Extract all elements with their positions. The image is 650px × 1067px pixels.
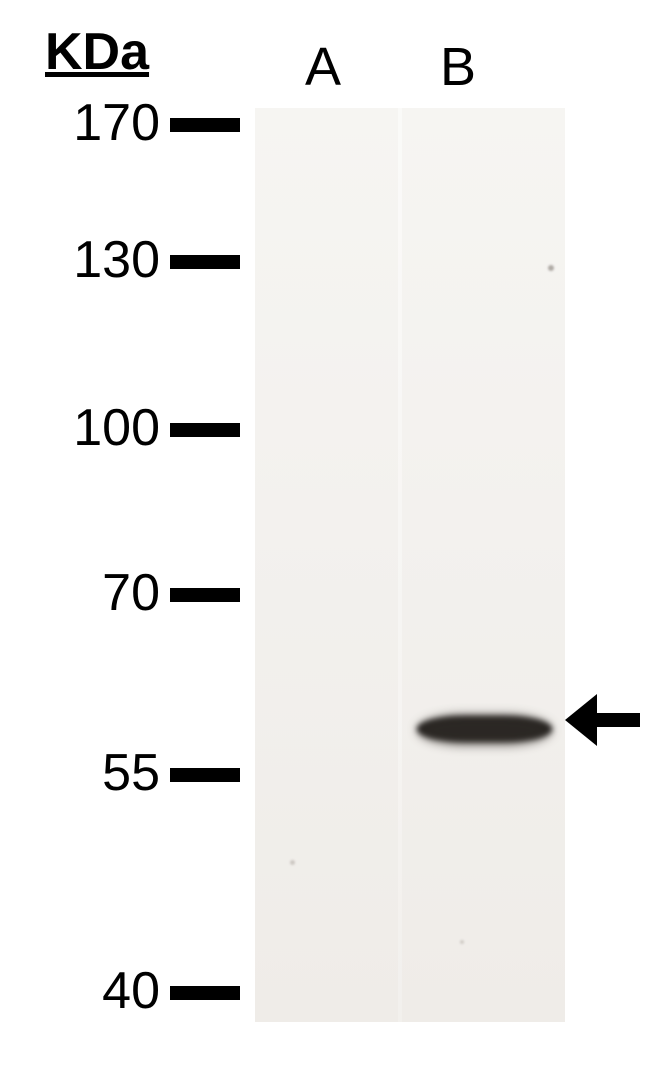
western-blot-figure: KDa 170130100705540 AB xyxy=(0,0,650,1067)
band-indicator-arrow xyxy=(0,0,650,1067)
arrow-head-icon xyxy=(565,694,597,746)
